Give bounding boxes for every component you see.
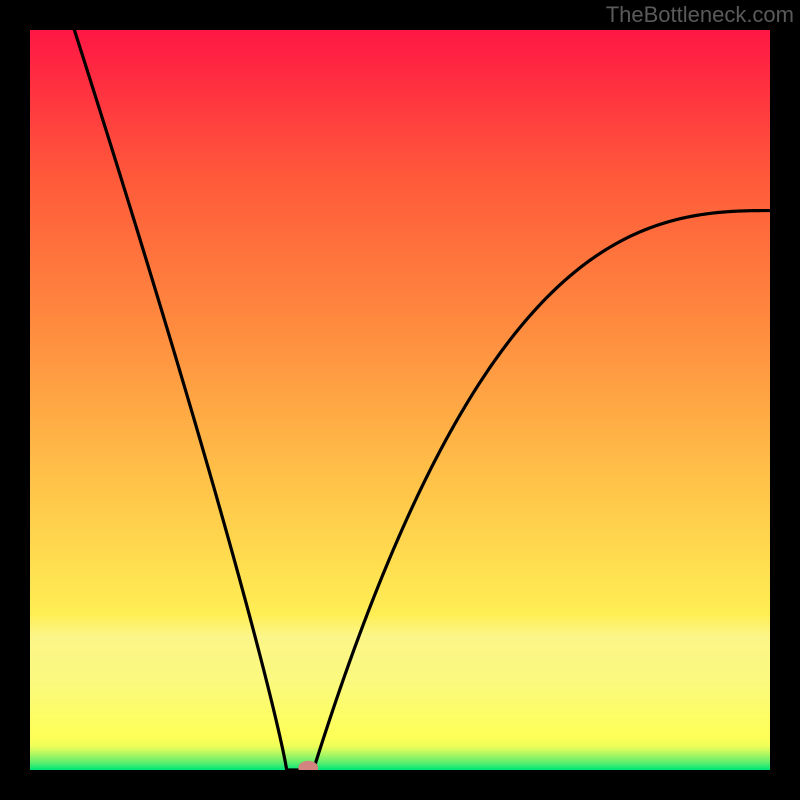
- bottleneck-chart-svg: [0, 0, 800, 800]
- chart-root: TheBottleneck.com: [0, 0, 800, 800]
- gradient-fill: [30, 30, 770, 770]
